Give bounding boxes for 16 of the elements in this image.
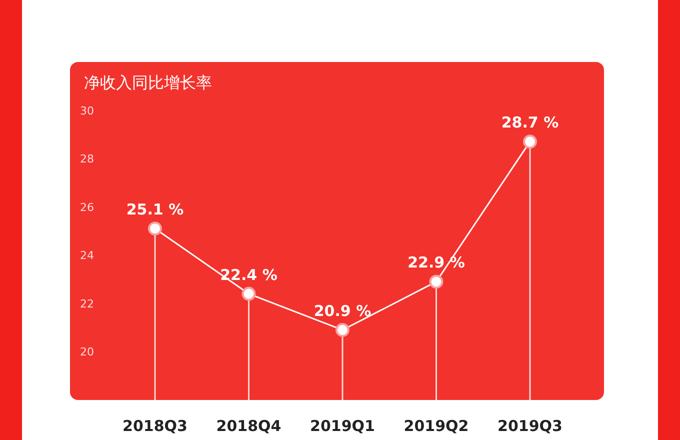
x-tick-label: 2019Q2	[404, 417, 469, 435]
data-label: 22.4 %	[220, 266, 278, 284]
x-tick-label: 2019Q3	[498, 417, 562, 435]
y-tick-label: 20	[80, 346, 94, 359]
x-tick-label: 2018Q3	[122, 417, 188, 435]
y-tick-label: 22	[80, 297, 94, 310]
x-tick-label: 2019Q1	[310, 417, 375, 435]
y-tick-label: 28	[80, 152, 94, 166]
data-label: 28.7 %	[501, 114, 559, 132]
text: 净收入同比增长率	[84, 73, 212, 92]
data-label: 20.9 %	[314, 302, 372, 320]
y-tick-label: 24	[80, 249, 94, 262]
y-tick-label: 26	[80, 200, 94, 214]
data-label: 25.1 %	[126, 200, 184, 219]
x-tick-label: 2018Q4	[216, 417, 282, 435]
y-tick-label: 30	[80, 104, 94, 118]
